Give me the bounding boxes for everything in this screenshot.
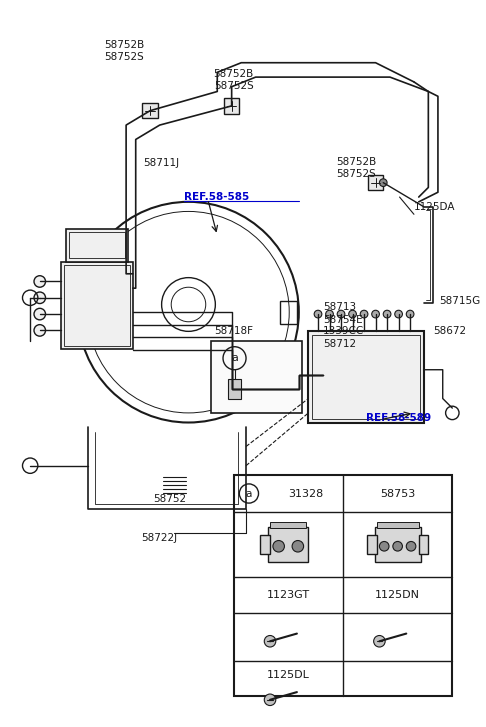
Circle shape [372,310,380,318]
Bar [419,535,428,554]
Bar [228,379,241,398]
Text: 58712: 58712 [323,339,356,349]
Text: 1339CC: 1339CC [323,326,364,337]
Text: 58753: 58753 [380,489,415,499]
Text: a: a [231,353,238,364]
Text: 58715G: 58715G [439,296,480,305]
Circle shape [337,310,345,318]
Text: 58752B
58752S: 58752B 58752S [336,158,377,179]
Bar [210,341,302,413]
Bar [367,535,377,554]
Text: 58754E: 58754E [323,315,363,325]
Text: 58713: 58713 [323,302,356,313]
Text: REF.58-589: REF.58-589 [366,413,431,422]
Text: 58711J: 58711J [143,158,179,169]
Circle shape [360,310,368,318]
Circle shape [395,310,402,318]
Circle shape [292,540,304,552]
Text: 58752: 58752 [153,494,186,505]
Bar [377,522,419,528]
Text: 1123GT: 1123GT [267,590,310,601]
Bar [270,522,307,528]
Bar [61,262,133,349]
Bar [234,475,452,696]
Bar [268,527,309,562]
Bar [309,332,423,422]
Bar [66,229,128,262]
Bar [142,103,158,119]
Bar [368,175,383,190]
Text: 58718F: 58718F [214,326,253,337]
Circle shape [314,310,322,318]
Circle shape [264,635,276,647]
Circle shape [264,694,276,705]
Text: 1125DL: 1125DL [267,670,310,680]
Bar [224,98,239,113]
Bar [312,335,420,419]
Circle shape [406,542,416,551]
Text: 58752B
58752S: 58752B 58752S [213,69,254,91]
Circle shape [273,540,284,552]
Text: 58752B
58752S: 58752B 58752S [104,41,144,62]
Text: 1125DN: 1125DN [375,590,420,601]
Bar [69,232,125,258]
Text: a: a [246,489,252,499]
Circle shape [383,310,391,318]
Circle shape [34,276,46,287]
Circle shape [406,310,414,318]
Bar [64,265,130,346]
Text: 58672: 58672 [433,326,466,337]
Circle shape [34,292,46,304]
Circle shape [374,635,385,647]
Bar [279,301,297,324]
Bar [260,535,270,554]
Circle shape [326,310,333,318]
Circle shape [380,179,387,187]
Text: REF.58-585: REF.58-585 [184,192,249,202]
Text: 1125DA: 1125DA [414,201,455,212]
Text: 31328: 31328 [288,489,323,499]
Text: 58722J: 58722J [141,533,178,542]
Circle shape [380,542,389,551]
Circle shape [393,542,402,551]
Bar [375,527,421,562]
Circle shape [34,325,46,336]
Circle shape [349,310,356,318]
Circle shape [34,308,46,320]
